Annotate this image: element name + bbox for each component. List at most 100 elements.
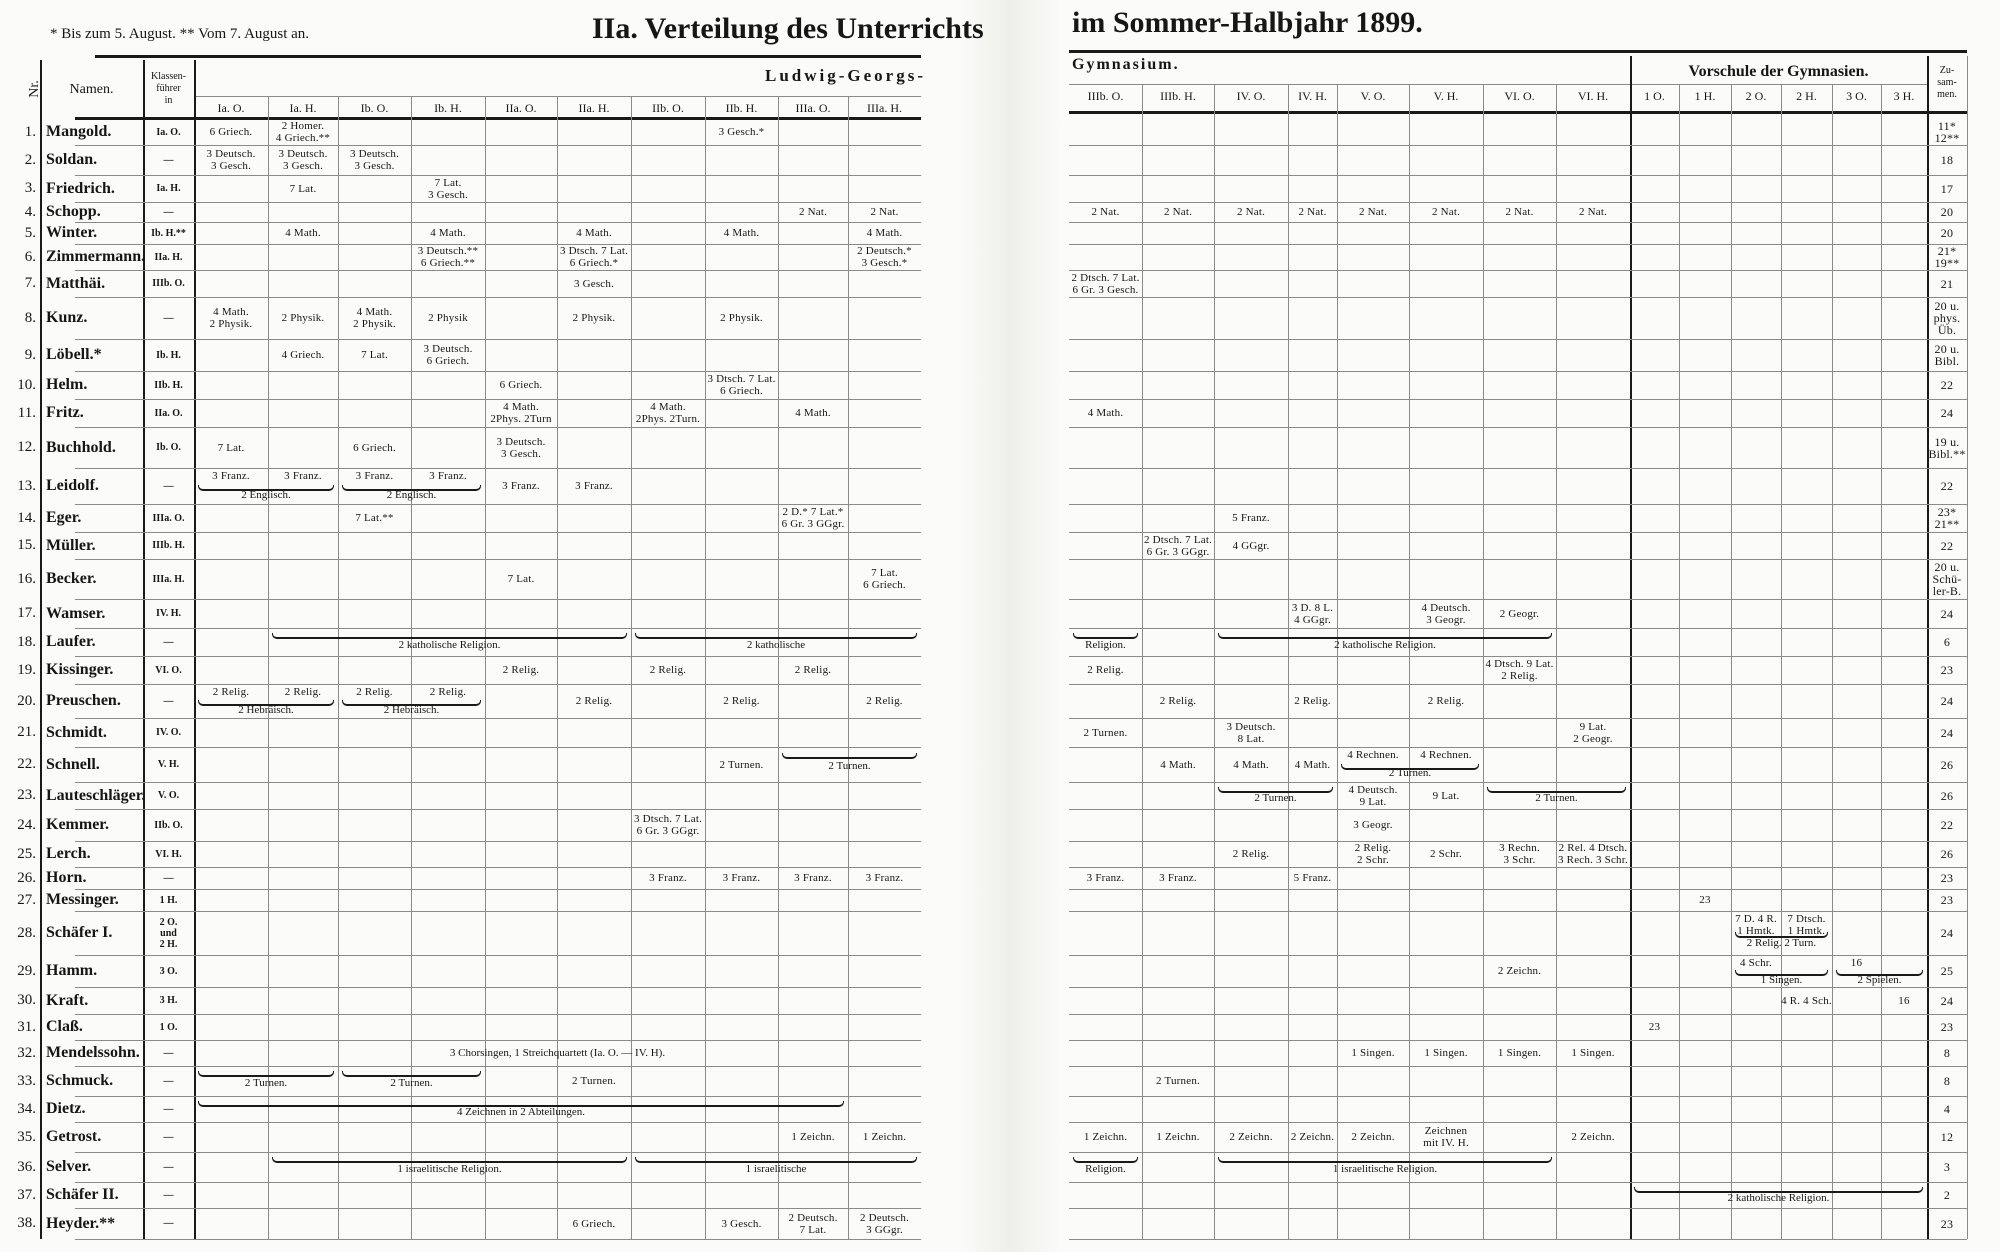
row-number: 36. [17,1158,36,1175]
class-leader: V. H. [157,759,180,770]
row-number: 11. [17,404,36,421]
row-divider [75,532,921,533]
row-number: 31. [17,1018,36,1035]
teacher-name: Dietz. [46,1100,86,1117]
lesson-cell: 2 Zeichn. [1351,1131,1395,1143]
row-divider [1069,955,1967,956]
row-total: 25 [1940,964,1954,978]
lesson-cell: 9 Lat. 2 Geogr. [1573,720,1613,745]
teacher-name: Helm. [46,376,88,393]
rule-header-left [75,117,921,120]
row-divider [1069,175,1967,176]
lesson-cell: 7 Lat. [217,441,245,454]
class-leader: IIa. H. [154,251,183,263]
row-total: 4 [1943,1102,1951,1116]
lesson-cell: 1 Zeichn. [791,1131,835,1143]
row-number: 8. [24,309,36,326]
row-divider [75,1066,921,1067]
lesson-cell: 4 Math. [795,407,831,419]
row-number: 10. [17,376,36,393]
lesson-cell: 2 Relig. 2 Schr. [1354,842,1392,866]
class-leader: — [163,154,174,166]
column-divider [1483,84,1484,1239]
teacher-name: Schopp. [46,203,101,220]
class-leader: VI. O. [155,664,182,676]
span-label: 2 katholische [746,638,806,651]
lesson-cell: 3 Franz. [649,872,687,884]
class-leader: IV. O. [155,727,182,738]
subject-span: 2 Turnen. [1214,782,1337,809]
lesson-cell: 4 Math. [576,227,612,239]
span-label: 2 katholische Religion. [398,638,501,651]
teacher-name: Selver. [46,1158,92,1175]
row-divider [1069,987,1967,988]
row-divider [1069,504,1967,505]
lesson-cell: 2 Homer. 4 Griech.** [275,120,331,144]
row-divider [75,841,921,842]
row-divider [75,427,921,428]
lesson-cell: 2 Turnen. [719,758,764,771]
row-divider [75,145,921,146]
column-header: IIIa. H. [867,100,902,115]
span-label: 1 Singen. [1760,973,1803,986]
subject-span: Religion. [1069,628,1142,656]
footnote: * Bis zum 5. August. ** Vom 7. August an… [50,26,310,42]
subject-span: 2 Turnen. [1337,747,1483,782]
row-total: 26 [1940,757,1954,772]
lesson-cell: 4 Math. [1160,758,1196,771]
class-leader: IIa. O. [154,407,183,419]
row-number: 4. [24,203,36,220]
teacher-name: Schnell. [46,755,100,773]
class-leader: — [163,872,174,884]
row-divider [75,1152,921,1153]
lesson-cell: 2 D.* 7 Lat.* 6 Gr. 3 GGgr. [781,506,845,530]
row-total: 11* 12** [1934,119,1960,145]
row-divider [75,1040,921,1041]
class-leader: — [163,1189,174,1201]
lesson-cell: 4 Math. [866,227,903,239]
class-leader: — [163,1161,174,1173]
column-divider [631,96,632,1239]
subject-span: 2 katholische Religion. [1214,628,1556,656]
lesson-cell: 6 Griech. [209,126,253,138]
teacher-name: Lauteschläger. [46,786,146,804]
rule-top-left [95,55,921,58]
subject-span: 2 Turnen. [778,747,921,782]
row-divider [1069,222,1967,223]
lesson-cell: 4 Math. [1233,758,1269,771]
lesson-cell: 3 Gesch.* [718,126,765,138]
teacher-name: Löbell.* [46,346,102,363]
lesson-cell: 6 Griech. [499,379,543,391]
row-total: 24 [1940,926,1954,940]
lesson-cell: 2 Nat. [1578,206,1608,218]
lesson-cell: 3 Geogr. [1353,819,1393,831]
span-label: 1 israelitische [745,1163,807,1176]
row-divider [1069,718,1967,719]
row-divider [75,1096,921,1097]
row-divider [75,468,921,469]
row-divider [1069,684,1967,685]
row-divider [75,1208,921,1209]
lesson-cell: 3 Gesch. [721,1217,762,1230]
lesson-cell: 4 Math. 2 Physik. [353,306,396,330]
lesson-cell: 1 Singen. [1497,1047,1542,1059]
column-divider [194,60,196,1239]
subject-span: 2 Englisch. [194,468,338,504]
class-leader: — [163,206,174,218]
row-total: 2 [1943,1188,1951,1202]
row-total: 20 u. Bibl. [1934,342,1960,368]
lesson-cell: 2 Deutsch. 3 GGgr. [859,1211,910,1236]
teacher-name: Schäfer II. [46,1186,119,1203]
row-total: 8 [1943,1074,1951,1088]
lesson-cell: 7 Lat. [507,573,535,585]
subject-span: 2 katholische Religion. [268,628,631,656]
lesson-cell: 4 Rechnen. [1347,749,1399,761]
lesson-cell: 2 Deutsch. 7 Lat. [788,1211,838,1236]
lesson-cell: 2 Relig. [1294,695,1331,707]
lesson-cell: 2 Nat. [798,206,828,218]
lesson-cell: 4 Rechnen. [1420,749,1472,761]
lesson-cell: 3 Gesch. [573,277,615,290]
row-total: 24 [1940,993,1954,1008]
row-divider [75,1014,921,1015]
row-total: 24 [1940,406,1954,420]
